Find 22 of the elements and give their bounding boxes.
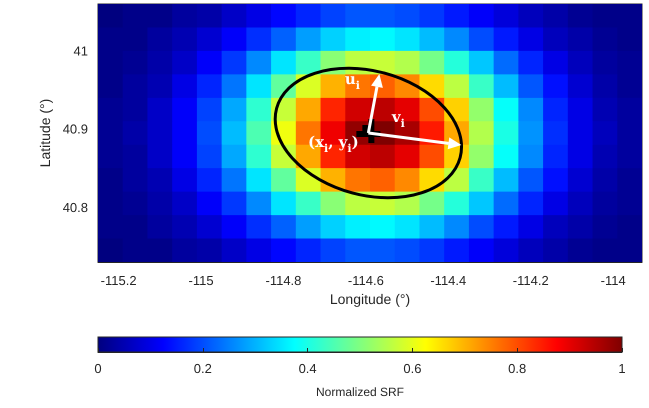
color-bar-label: 1: [618, 361, 626, 376]
y-tick-label: 40.9: [62, 122, 88, 137]
color-bar-label: 0.4: [298, 361, 317, 376]
x-tick-label: -114.4: [430, 273, 466, 288]
x-tick-label: -114.6: [348, 273, 384, 288]
y-axis-title: Latitude (°): [36, 98, 53, 168]
x-tick-label: -114.2: [512, 273, 549, 288]
color-bar-label: 0.6: [403, 361, 422, 376]
x-axis-title: Longitude (°): [330, 291, 410, 307]
x-tick-label: -114: [600, 273, 626, 288]
color-bar-label: 0.8: [508, 361, 526, 376]
annotation: v$_{i}$: [390, 108, 405, 130]
color-bar-title: Normalized SRF: [316, 385, 404, 399]
y-tick-label: 40.8: [62, 200, 88, 215]
annotation: (x$_{i}$, y$_{i}$): [308, 132, 359, 156]
annotation: u$_{i}$: [344, 70, 360, 92]
y-tick-label: 41: [74, 43, 88, 58]
color-bar-label: 0.2: [194, 361, 212, 376]
x-tick-label: -115: [188, 273, 214, 288]
x-tick-label: -114.8: [266, 273, 302, 288]
color-bar-label: 0: [94, 361, 102, 376]
x-tick-label: -115.2: [100, 273, 137, 288]
